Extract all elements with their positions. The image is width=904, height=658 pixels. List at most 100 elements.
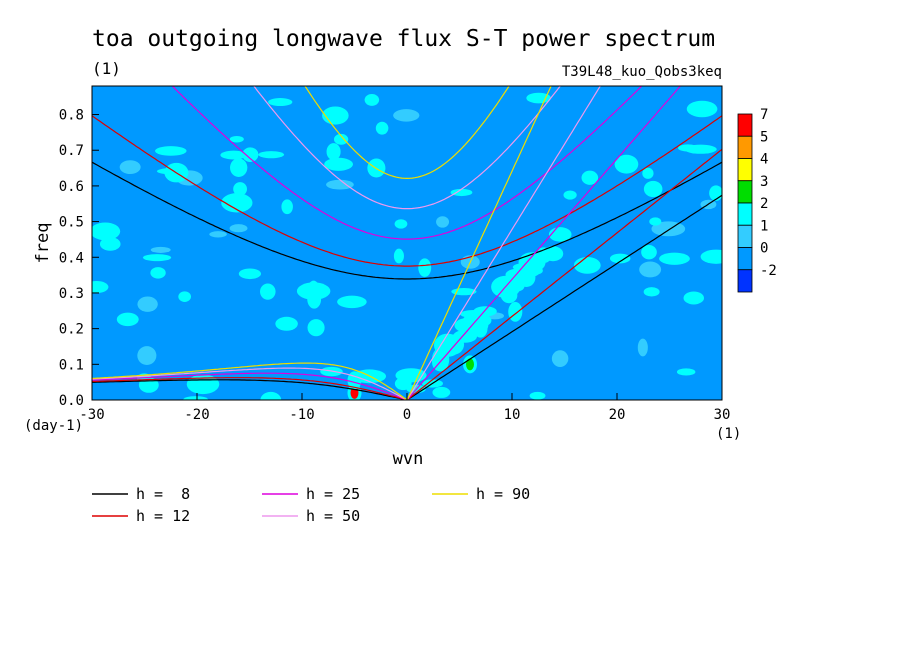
noise-patch <box>637 338 648 357</box>
curve-ig-h50 <box>253 86 562 210</box>
noise-patch <box>581 170 599 185</box>
noise-patch <box>641 244 657 260</box>
noise-patch <box>220 150 247 160</box>
y-tick-label: 0.2 <box>59 322 84 338</box>
noise-patch <box>92 222 121 241</box>
x-tick-label: 0 <box>403 407 411 423</box>
y-tick-label: 0.6 <box>59 179 84 195</box>
colorbar-label: 3 <box>760 174 768 190</box>
colorbar-label: 7 <box>760 107 768 123</box>
colorbar-swatch <box>737 269 753 293</box>
noise-patch <box>242 147 259 162</box>
noise-patch <box>375 121 389 135</box>
curve-er-h12 <box>92 377 408 400</box>
kelvin-band-patch <box>459 329 474 341</box>
curve-ig-h12 <box>92 115 722 267</box>
colorbar-label: 1 <box>760 218 768 234</box>
colorbar-label: -2 <box>760 263 777 279</box>
x-tick-label: 30 <box>714 407 731 423</box>
curve-kelvin-h25 <box>406 86 682 400</box>
curve-er-h90 <box>92 362 408 400</box>
x-tick-label: 20 <box>609 407 626 423</box>
noise-patch <box>573 256 601 274</box>
legend-label: h = 12 <box>136 507 190 525</box>
colorbar-label: 0 <box>760 241 768 257</box>
legend-label: h = 8 <box>136 485 190 503</box>
noise-patch <box>393 248 404 264</box>
noise-patch <box>137 296 158 312</box>
noise-patch <box>155 146 187 156</box>
noise-patch <box>92 280 109 294</box>
noise-patch <box>296 282 331 300</box>
noise-patch <box>99 237 121 251</box>
noise-patch <box>229 224 248 233</box>
legend: h = 8 h = 12 h = 25 h = 50 h = 90 <box>92 485 530 525</box>
kelvin-band-patch <box>511 280 525 292</box>
noise-patch <box>508 301 523 322</box>
x-axis-label: wvn <box>393 449 424 469</box>
noise-patch <box>221 193 253 213</box>
noise-patch <box>639 261 662 278</box>
noise-patch <box>394 377 412 391</box>
noise-patch <box>393 109 420 122</box>
y-tick-label: 0.8 <box>59 108 84 124</box>
noise-patch <box>260 391 282 400</box>
kelvin-band-patch <box>491 282 515 296</box>
noise-patch <box>259 283 276 300</box>
curve-er-h25 <box>92 372 408 400</box>
y-tick-label: 0.7 <box>59 143 84 159</box>
x-tick-label: -30 <box>79 407 104 423</box>
colorbar-label: 5 <box>760 129 768 145</box>
noise-patch <box>563 190 577 200</box>
kelvin-band-patch <box>473 306 497 317</box>
y-tick-label: 0.5 <box>59 215 84 231</box>
noise-patch <box>643 180 663 198</box>
noise-patch <box>233 182 247 196</box>
noise-patch <box>684 144 717 154</box>
noise-patch <box>551 350 569 367</box>
peak-marker <box>476 322 485 335</box>
curve-ig-h90 <box>304 86 510 180</box>
noise-patch <box>364 93 380 106</box>
y-axis-label: freq <box>33 223 53 264</box>
chart-subtitle: (1) <box>92 59 121 78</box>
x-tick-label: -10 <box>289 407 314 423</box>
noise-patch <box>394 219 408 229</box>
noise-patch <box>683 291 705 305</box>
noise-patch <box>643 287 660 297</box>
plot-background <box>92 86 722 400</box>
colorbar-swatch <box>737 247 753 271</box>
colorbar-swatch <box>737 113 753 137</box>
y-tick-label: 0.0 <box>59 393 84 409</box>
y-tick-label: 0.4 <box>59 250 84 266</box>
noise-patch <box>337 295 367 309</box>
legend-label: h = 25 <box>306 485 360 503</box>
noise-patch <box>326 179 354 190</box>
peak-marker <box>466 358 474 371</box>
x-axis: -30 -20 -10 0 10 20 30 <box>79 393 730 423</box>
noise-patch <box>178 291 192 302</box>
curve-kelvin-h50 <box>406 86 602 400</box>
noise-patch <box>137 346 157 366</box>
y-unit-label: (day-1) <box>24 418 83 434</box>
legend-label: h = 90 <box>476 485 530 503</box>
noise-patch <box>238 268 262 280</box>
colorbar-swatch <box>737 202 753 226</box>
noise-patch <box>142 254 172 262</box>
curve-kelvin-h90 <box>406 86 552 400</box>
noise-patch <box>700 249 722 264</box>
curve-kelvin-h8 <box>406 194 722 400</box>
curve-ig-h25 <box>171 86 643 240</box>
colorbar-swatch <box>737 224 753 248</box>
curve-kelvin-h12 <box>406 148 722 400</box>
noise-patch <box>436 216 450 228</box>
noise-patch <box>659 252 690 265</box>
dispersion-curves <box>92 86 722 400</box>
noise-patch <box>529 391 546 400</box>
colorbar-swatch <box>737 180 753 204</box>
curve-er-h50 <box>92 367 408 400</box>
noise-patch <box>268 98 293 107</box>
y-axis: 0.0 0.1 0.2 0.3 0.4 0.5 0.6 0.7 0.8 <box>59 108 99 409</box>
